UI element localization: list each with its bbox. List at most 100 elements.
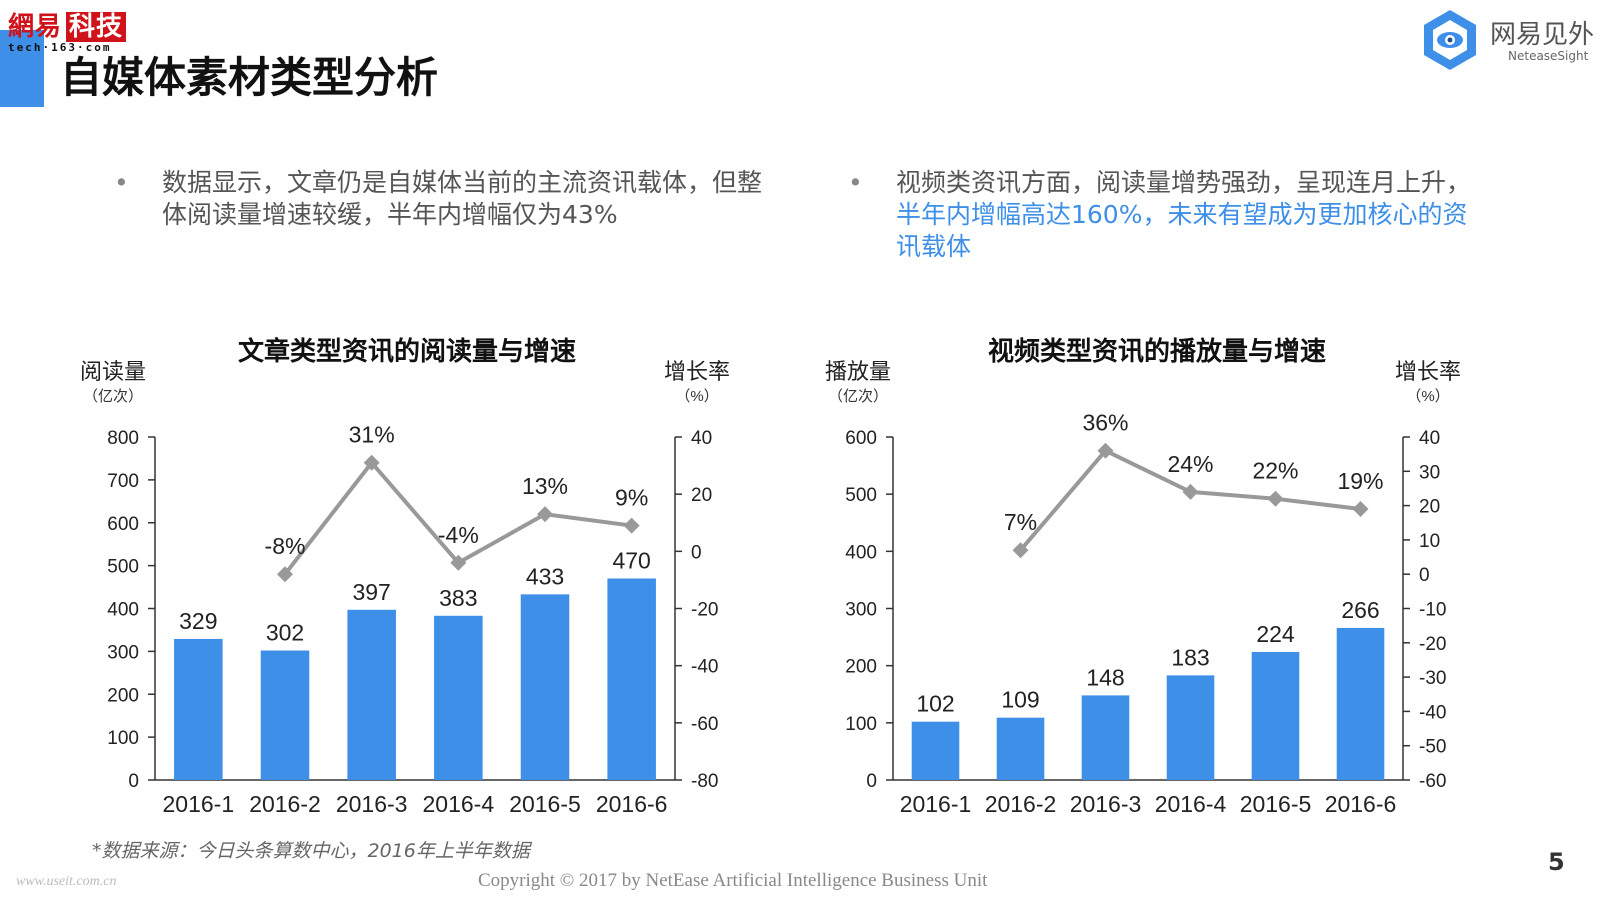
chart-1-x-tick-label: 2016-5 xyxy=(509,791,581,817)
chart-2-bar xyxy=(1166,675,1215,780)
chart-2-growth-marker xyxy=(1182,483,1199,500)
bullet-left: • 数据显示，文章仍是自媒体当前的主流资讯载体，但整体阅读量增速较缓，半年内增幅… xyxy=(114,167,782,231)
chart-2-y2-tick-label: -10 xyxy=(1419,600,1446,621)
chart-1-growth-label: -8% xyxy=(265,533,306,559)
chart-1-bar-value-label: 302 xyxy=(266,620,304,646)
chart-1-growth-marker xyxy=(277,566,293,583)
chart-1-growth-label: 9% xyxy=(615,485,648,511)
chart-1-title: 文章类型资讯的阅读量与增速 xyxy=(238,336,576,366)
chart-1-growth-label: -4% xyxy=(438,522,479,548)
chart-1-bar-value-label: 397 xyxy=(352,579,390,605)
chart-1-x-tick-label: 2016-3 xyxy=(336,791,408,817)
chart-1-y2-tick-label: -80 xyxy=(691,771,718,792)
chart-2-x-tick-label: 2016-1 xyxy=(900,791,972,817)
chart-1-growth-marker xyxy=(537,506,553,523)
chart-2-growth-marker xyxy=(1267,490,1284,507)
chart-1-y-tick-label: 600 xyxy=(107,514,139,535)
chart-1-growth-marker xyxy=(450,554,467,571)
chart-2-growth-label: 36% xyxy=(1082,410,1128,436)
chart-2-x-tick-label: 2016-6 xyxy=(1325,791,1397,817)
chart-1-y-tick-label: 300 xyxy=(107,642,139,663)
chart-2-y2-tick-label: -30 xyxy=(1419,668,1446,689)
chart-2-x-tick-label: 2016-4 xyxy=(1155,791,1227,817)
neteasesight-logo-icon xyxy=(1424,10,1476,70)
chart-2-y2-axis-unit: （%） xyxy=(1406,388,1449,405)
chart-2-y2-tick-label: 40 xyxy=(1419,428,1440,449)
chart-1-x-tick-label: 2016-4 xyxy=(423,791,495,817)
chart-2-y-axis-label: 播放量 xyxy=(825,359,891,384)
chart-1-y-tick-label: 700 xyxy=(107,471,139,492)
chart-2-x-tick-label: 2016-3 xyxy=(1070,791,1142,817)
chart-1-bar xyxy=(434,615,483,780)
chart-2-y-axis-unit: （亿次） xyxy=(828,388,888,405)
chart-2-y-tick-label: 300 xyxy=(845,600,877,621)
chart-1-bar xyxy=(520,594,570,780)
chart-2-bar-value-label: 148 xyxy=(1086,664,1124,690)
bullet-left-text: 数据显示，文章仍是自媒体当前的主流资讯载体，但整体阅读量增速较缓，半年内增幅仅为… xyxy=(162,168,763,229)
bullet-dot: • xyxy=(848,168,863,197)
logo-subtitle: NeteaseSight xyxy=(1508,49,1589,63)
chart-2-growth-marker xyxy=(1097,442,1114,459)
brand-logo-cn: 網易 xyxy=(8,12,63,42)
chart-1-y2-axis-label: 增长率 xyxy=(664,359,730,384)
chart-2-bar xyxy=(911,721,960,780)
bullet-right-text: 视频类资讯方面，阅读量增势强劲，呈现连月上升， xyxy=(896,168,1472,197)
chart-1-bar xyxy=(347,609,396,780)
chart-2-y2-tick-label: 20 xyxy=(1419,497,1440,518)
chart-1-x-tick-label: 2016-1 xyxy=(163,791,235,817)
title-accent-bar xyxy=(0,30,44,107)
chart-1-bar xyxy=(260,650,310,780)
bullet-right-highlight: 半年内增幅高达160%，未来有望成为更加核心的资讯载体 xyxy=(896,200,1468,261)
chart-2-y2-tick-label: -20 xyxy=(1419,634,1446,655)
brand-logo-box: 科技 xyxy=(66,12,127,42)
chart-2-y2-tick-label: 10 xyxy=(1419,531,1440,552)
chart-2-bar xyxy=(1251,651,1300,780)
chart-2-y-tick-label: 200 xyxy=(845,657,877,678)
chart-1-y-tick-label: 0 xyxy=(128,771,139,792)
chart-1-bar-value-label: 329 xyxy=(179,608,217,634)
chart-2-bar-value-label: 102 xyxy=(916,691,954,717)
chart-2-bar-value-label: 109 xyxy=(1001,687,1039,713)
page-title: 自媒体素材类型分析 xyxy=(60,53,439,102)
chart-1-y-tick-label: 800 xyxy=(107,428,139,449)
chart-2-growth-label: 7% xyxy=(1004,509,1037,535)
chart-1-bar xyxy=(607,578,656,780)
chart-2-bar xyxy=(1336,627,1385,780)
chart-1-growth-marker xyxy=(623,517,640,534)
chart-2-growth-marker xyxy=(1352,501,1369,518)
chart-1-bar-value-label: 433 xyxy=(526,563,564,589)
bullet-dot: • xyxy=(114,168,129,197)
chart-2-bar-value-label: 266 xyxy=(1341,597,1379,623)
chart-1-y2-tick-label: 20 xyxy=(691,485,712,506)
chart-2-growth-label: 24% xyxy=(1167,451,1213,477)
chart-1-y2-tick-label: -20 xyxy=(691,600,718,621)
netease-tech-logo: 網易 科技 tech·163·com xyxy=(8,6,127,54)
chart-2-y-tick-label: 400 xyxy=(845,542,877,563)
data-source-note: *数据来源：今日头条算数中心，2016年上半年数据 xyxy=(92,840,530,862)
chart-1-y-axis-label: 阅读量 xyxy=(80,359,146,384)
chart-2-y-tick-label: 600 xyxy=(845,428,877,449)
copyright: Copyright © 2017 by NetEase Artificial I… xyxy=(478,870,988,891)
chart-1-y2-axis-unit: （%） xyxy=(675,388,718,405)
chart-2-bar xyxy=(1081,695,1130,780)
chart-2-y2-axis-label: 增长率 xyxy=(1395,359,1461,384)
chart-1-y-tick-label: 100 xyxy=(107,728,139,749)
chart-2-growth-marker xyxy=(1012,542,1029,559)
chart-1-y2-tick-label: 0 xyxy=(691,542,702,563)
chart-2-bar-value-label: 183 xyxy=(1171,644,1209,670)
chart-2-x-tick-label: 2016-2 xyxy=(985,791,1057,817)
chart-2-y-tick-label: 0 xyxy=(866,771,877,792)
chart-2-y2-tick-label: 30 xyxy=(1419,462,1440,483)
brand-logo-url: tech·163·com xyxy=(8,41,112,54)
chart-1-growth-marker xyxy=(363,454,380,471)
chart-2-y-tick-label: 100 xyxy=(845,714,877,735)
chart-2-y2-tick-label: 0 xyxy=(1419,565,1430,586)
logo-name: 网易见外 xyxy=(1490,20,1595,50)
chart-1-y2-tick-label: 40 xyxy=(691,428,712,449)
chart-2-x-tick-label: 2016-5 xyxy=(1240,791,1312,817)
chart-1-y-tick-label: 500 xyxy=(107,557,139,578)
chart-1-x-tick-label: 2016-6 xyxy=(596,791,668,817)
chart-2-growth-label: 19% xyxy=(1337,468,1383,494)
chart-1-growth-label: 13% xyxy=(522,473,568,499)
